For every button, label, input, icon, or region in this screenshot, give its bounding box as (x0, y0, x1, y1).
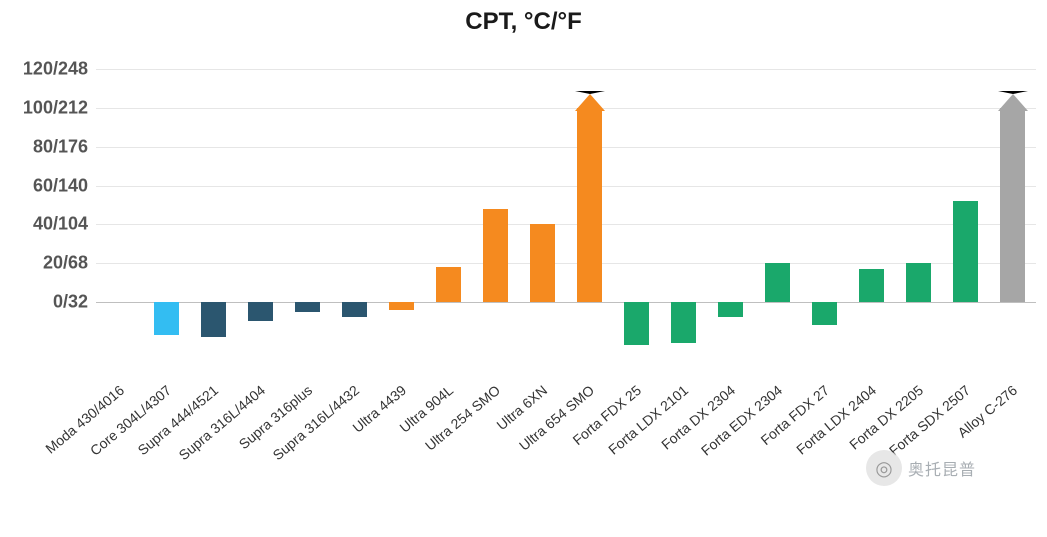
arrow-up-icon (998, 91, 1028, 111)
bar (859, 269, 885, 302)
bar (389, 302, 415, 310)
bar (295, 302, 321, 312)
gridline (96, 69, 1036, 70)
watermark-badge: ◎ 奥托昆普 (866, 450, 976, 486)
gridline (96, 108, 1036, 109)
bar (201, 302, 227, 337)
bar (1000, 108, 1026, 302)
watermark-icon: ◎ (866, 450, 902, 486)
bar (577, 108, 603, 302)
y-axis-label: 20/68 (0, 253, 88, 274)
watermark-text: 奥托昆普 (908, 456, 976, 480)
baseline (96, 302, 1036, 303)
gridline (96, 186, 1036, 187)
plot-area: 0/3220/6840/10460/14080/176100/212120/24… (96, 50, 1036, 360)
y-axis-label: 40/104 (0, 214, 88, 235)
y-axis-label: 120/248 (0, 59, 88, 80)
bar (906, 263, 932, 302)
gridline (96, 263, 1036, 264)
bar (248, 302, 274, 321)
bar (483, 209, 509, 302)
bar (718, 302, 744, 318)
bar (530, 224, 556, 302)
bar (342, 302, 368, 318)
gridline (96, 147, 1036, 148)
bar (953, 201, 979, 302)
gridline (96, 224, 1036, 225)
arrow-up-icon (575, 91, 605, 111)
y-axis-label: 0/32 (0, 291, 88, 312)
bar (624, 302, 650, 345)
y-axis-label: 60/140 (0, 175, 88, 196)
y-axis-label: 100/212 (0, 98, 88, 119)
bar (765, 263, 791, 302)
bar (436, 267, 462, 302)
x-axis-label: Moda 430/4016 (0, 382, 127, 523)
bar (671, 302, 697, 343)
chart-container: CPT, °C/°F 0/3220/6840/10460/14080/17610… (0, 0, 1047, 537)
bar (154, 302, 180, 335)
chart-title: CPT, °C/°F (0, 8, 1047, 36)
bar (812, 302, 838, 325)
y-axis-label: 80/176 (0, 136, 88, 157)
